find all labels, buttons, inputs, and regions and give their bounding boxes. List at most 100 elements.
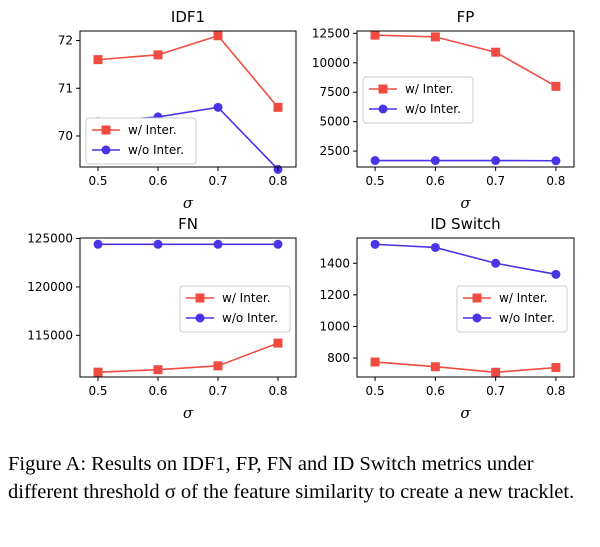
chart-title: FP (457, 8, 475, 26)
legend: w/ Inter. w/o Inter. (456, 285, 568, 333)
x-tick-label: 0.5 (88, 174, 107, 188)
y-tick-label: 1000 (319, 319, 350, 333)
legend-label: w/o Inter. (405, 102, 461, 116)
plot-frame (356, 30, 575, 168)
x-tick-label: 0.6 (148, 174, 167, 188)
x-tick-label: 0.8 (546, 384, 565, 398)
legend-label: w/ Inter. (128, 123, 177, 137)
chart-title: FN (178, 215, 198, 233)
data-point (551, 363, 561, 373)
series-line-1 (375, 361, 556, 374)
legend-circle-marker (378, 104, 388, 114)
data-point (370, 156, 380, 166)
y-tick-label: 71 (58, 81, 73, 95)
plot-frame (356, 237, 575, 378)
legend: w/ Inter. w/o Inter. (85, 117, 197, 165)
x-tick-label: 0.5 (366, 174, 385, 188)
chart-title: ID Switch (430, 215, 500, 233)
x-tick-label: 0.7 (486, 384, 505, 398)
chart-panel-4: ID Switch 0.5 0.6 0.7 0.8 800 1000 1200 1400 σ w/ … (319, 215, 575, 422)
x-tick-label: 0.7 (486, 174, 505, 188)
data-point (153, 50, 163, 60)
x-tick-label: 0.8 (268, 174, 287, 188)
data-point (370, 239, 380, 249)
figure: IDF1 0.5 0.6 0.7 0.8 70 71 72 σ w/ Inter. w/o Inte… (27, 8, 575, 422)
series-line-1 (375, 34, 557, 88)
data-point (93, 55, 103, 65)
x-tick-label: 0.5 (366, 384, 385, 398)
series-line-1 (97, 342, 279, 373)
data-point (273, 338, 283, 348)
y-tick-label: 70 (58, 129, 73, 143)
data-point (430, 32, 440, 42)
y-tick-label: 115000 (27, 328, 73, 342)
data-point (491, 47, 501, 57)
x-tick-label: 0.7 (208, 174, 227, 188)
legend-label: w/o Inter. (222, 311, 278, 325)
plot-frame (79, 30, 297, 168)
y-tick-label: 2500 (319, 144, 350, 158)
data-point (491, 258, 501, 268)
chart-title: IDF1 (171, 8, 205, 26)
data-point (153, 365, 163, 375)
legend-circle-marker (472, 313, 482, 323)
series-line-1 (97, 34, 279, 108)
x-tick-label: 0.6 (148, 384, 167, 398)
series-line-2 (375, 243, 557, 276)
legend-square-marker (101, 125, 111, 135)
x-tick-label: 0.6 (426, 174, 445, 188)
x-tick-label: 0.8 (546, 174, 565, 188)
data-point (213, 239, 223, 249)
legend-square-marker (472, 293, 482, 303)
legend-label: w/ Inter. (405, 82, 454, 96)
y-tick-label: 10000 (312, 56, 350, 70)
data-point (551, 156, 561, 166)
chart-panel-1: IDF1 0.5 0.6 0.7 0.8 70 71 72 σ w/ Inter. w/o Inte… (58, 8, 297, 212)
legend-label: w/o Inter. (128, 143, 184, 157)
x-axis-label: σ (183, 404, 194, 422)
x-tick-label: 0.8 (268, 384, 287, 398)
chart-panel-3: FN 0.5 0.6 0.7 0.8 115000 120000 125000 σ w/ Inte… (27, 215, 297, 422)
legend-circle-marker (195, 313, 205, 323)
y-tick-label: 72 (58, 34, 73, 48)
legend-label: w/ Inter. (222, 291, 271, 305)
x-axis-label: σ (460, 194, 471, 212)
y-tick-label: 1400 (319, 256, 350, 270)
x-axis-label: σ (460, 404, 471, 422)
y-tick-label: 125000 (27, 231, 73, 245)
y-tick-label: 7500 (319, 85, 350, 99)
legend: w/ Inter. w/o Inter. (362, 76, 474, 124)
plot-frame (79, 237, 297, 378)
data-point (153, 239, 163, 249)
data-point (551, 81, 561, 91)
legend-circle-marker (101, 145, 111, 155)
y-tick-label: 120000 (27, 280, 73, 294)
data-point (370, 30, 380, 40)
chart-panel-2: FP 0.5 0.6 0.7 0.8 2500 5000 7500 10000 12500 σ w/ … (312, 8, 575, 212)
x-tick-label: 0.5 (88, 384, 107, 398)
x-tick-label: 0.6 (426, 384, 445, 398)
data-point (213, 361, 223, 371)
data-point (491, 156, 501, 166)
data-point (93, 239, 103, 249)
data-point (273, 102, 283, 112)
data-point (273, 239, 283, 249)
figure-caption: Figure A: Results on IDF1, FP, FN and ID… (8, 453, 575, 503)
data-point (93, 367, 103, 377)
y-tick-label: 5000 (319, 115, 350, 129)
legend-square-marker (195, 293, 205, 303)
legend-label: w/o Inter. (499, 311, 555, 325)
y-tick-label: 800 (327, 351, 350, 365)
legend-square-marker (378, 84, 388, 94)
y-tick-label: 12500 (312, 26, 350, 40)
data-point (213, 31, 223, 41)
data-point (370, 357, 380, 367)
x-tick-label: 0.7 (208, 384, 227, 398)
data-point (491, 367, 501, 377)
y-tick-label: 1200 (319, 288, 350, 302)
x-axis-label: σ (183, 194, 194, 212)
data-point (430, 242, 440, 252)
data-point (430, 156, 440, 166)
legend-label: w/ Inter. (499, 291, 548, 305)
data-point (551, 269, 561, 279)
